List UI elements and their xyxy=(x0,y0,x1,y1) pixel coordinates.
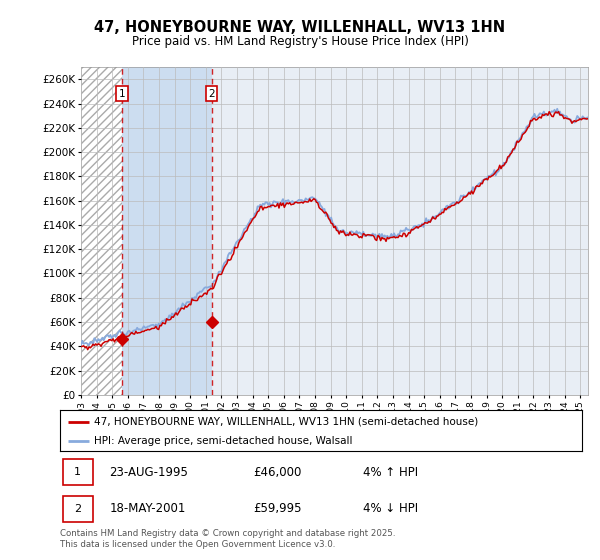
Bar xyxy=(122,67,212,395)
Text: £46,000: £46,000 xyxy=(253,466,302,479)
Text: Contains HM Land Registry data © Crown copyright and database right 2025.
This d: Contains HM Land Registry data © Crown c… xyxy=(60,529,395,549)
Text: 18-MAY-2001: 18-MAY-2001 xyxy=(110,502,186,515)
Bar xyxy=(81,67,122,395)
Text: 1: 1 xyxy=(74,468,81,477)
FancyBboxPatch shape xyxy=(62,496,93,521)
Text: HPI: Average price, semi-detached house, Walsall: HPI: Average price, semi-detached house,… xyxy=(94,436,352,446)
Text: 4% ↓ HPI: 4% ↓ HPI xyxy=(363,502,418,515)
Text: 47, HONEYBOURNE WAY, WILLENHALL, WV13 1HN (semi-detached house): 47, HONEYBOURNE WAY, WILLENHALL, WV13 1H… xyxy=(94,417,478,427)
Text: 2: 2 xyxy=(208,89,215,99)
Text: 23-AUG-1995: 23-AUG-1995 xyxy=(110,466,188,479)
Text: Price paid vs. HM Land Registry's House Price Index (HPI): Price paid vs. HM Land Registry's House … xyxy=(131,35,469,48)
FancyBboxPatch shape xyxy=(62,459,93,486)
Text: 47, HONEYBOURNE WAY, WILLENHALL, WV13 1HN: 47, HONEYBOURNE WAY, WILLENHALL, WV13 1H… xyxy=(94,20,506,35)
Text: £59,995: £59,995 xyxy=(253,502,302,515)
Text: 2: 2 xyxy=(74,503,82,514)
Text: 4% ↑ HPI: 4% ↑ HPI xyxy=(363,466,418,479)
Text: 1: 1 xyxy=(119,89,125,99)
